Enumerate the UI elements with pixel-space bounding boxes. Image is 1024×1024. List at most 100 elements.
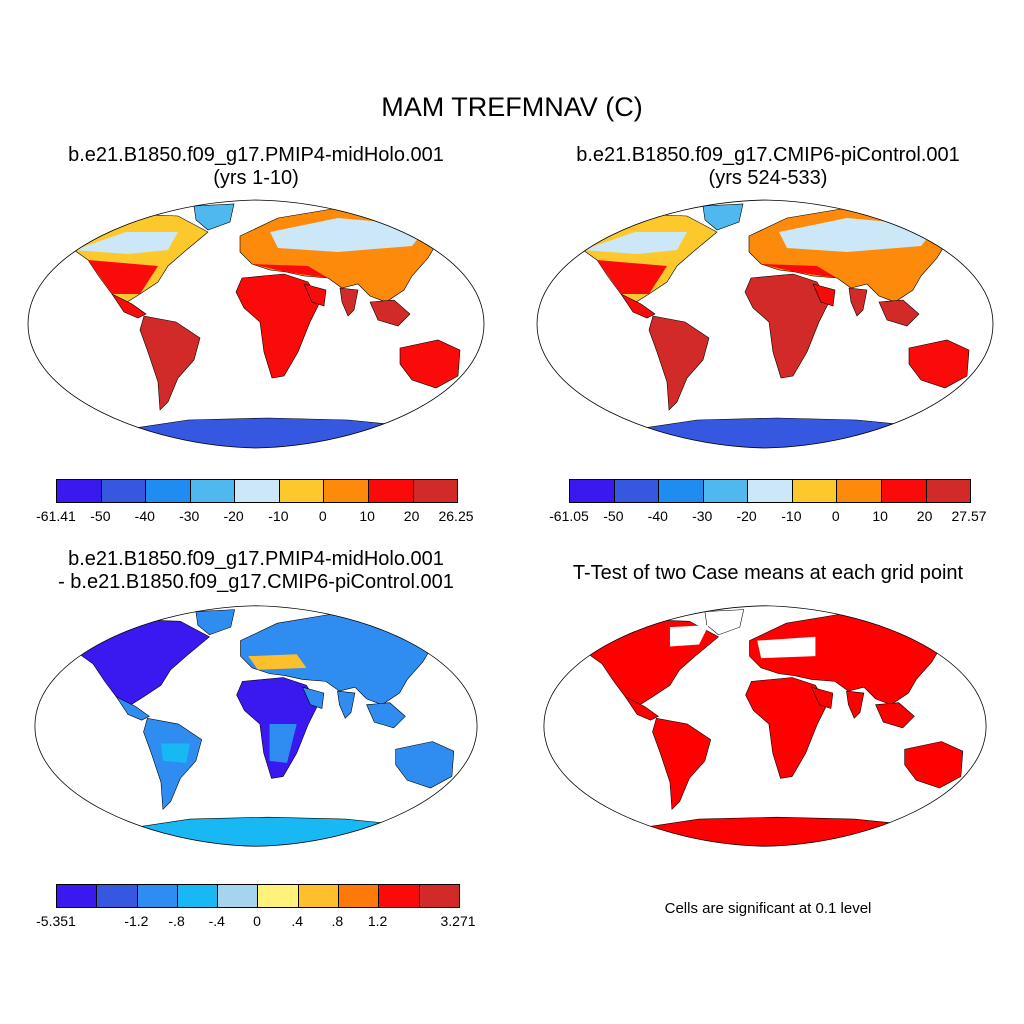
colorbar-swatch bbox=[926, 480, 971, 502]
land-greenland bbox=[702, 203, 744, 231]
colorbar-swatch bbox=[614, 480, 660, 502]
panel-title-line2: - b.e21.B1850.f09_g17.CMIP6-piControl.00… bbox=[58, 571, 454, 593]
figure-title: MAM TREFMNAV (C) bbox=[381, 92, 643, 122]
colorbar-tick-label: -30 bbox=[692, 508, 713, 524]
colorbar-tick-label: .8 bbox=[331, 913, 344, 929]
colorbar-tick-label: -50 bbox=[90, 508, 111, 524]
colorbar-swatch bbox=[339, 885, 380, 907]
colorbar-swatch bbox=[324, 480, 369, 502]
colorbar-swatch bbox=[703, 480, 749, 502]
colorbar-tick-label: -1.2 bbox=[124, 913, 149, 929]
colorbar-swatch bbox=[190, 480, 236, 502]
panel-title-difference: b.e21.B1850.f09_g17.PMIP4-midHolo.001 - … bbox=[0, 548, 512, 594]
colorbar-midholo bbox=[56, 479, 458, 503]
land-arabia bbox=[812, 283, 836, 307]
colorbar-tick-label: -5.351 bbox=[36, 913, 76, 929]
colorbar-tick-label: -40 bbox=[134, 508, 155, 524]
panel-title-midholo: b.e21.B1850.f09_g17.PMIP4-midHolo.001 (y… bbox=[0, 144, 512, 190]
map-boundary bbox=[27, 199, 485, 449]
land-australia bbox=[399, 339, 461, 389]
land-seasia bbox=[878, 299, 920, 327]
colorbar-swatch bbox=[881, 480, 927, 502]
field-patch bbox=[269, 724, 297, 763]
field-patch bbox=[761, 264, 837, 278]
colorbar-tick-label: 0 bbox=[831, 508, 840, 524]
colorbar-tick-label: 20 bbox=[916, 508, 933, 524]
colorbar-picontrol bbox=[569, 479, 971, 503]
land-greenland bbox=[193, 203, 235, 231]
panel-title-line1: b.e21.B1850.f09_g17.CMIP6-piControl.001 bbox=[576, 144, 960, 166]
colorbar-swatch bbox=[570, 480, 615, 502]
field-patch bbox=[252, 264, 328, 278]
land-africa bbox=[235, 273, 321, 379]
colorbar-tick-label: 0 bbox=[318, 508, 327, 524]
colorbar-tick-label: -50 bbox=[603, 508, 624, 524]
land-india bbox=[337, 690, 356, 719]
land-camerica bbox=[115, 696, 150, 721]
field-patch bbox=[248, 654, 307, 670]
colorbar-swatch bbox=[258, 885, 299, 907]
colorbar-swatch bbox=[379, 885, 420, 907]
panel-title-ttest: T-Test of two Case means at each grid po… bbox=[512, 562, 1024, 585]
land-greenland bbox=[704, 609, 745, 636]
colorbar-swatch bbox=[792, 480, 838, 502]
field-patch bbox=[74, 232, 178, 254]
colorbar-swatch bbox=[57, 480, 102, 502]
land-australia bbox=[904, 741, 964, 789]
colorbar-tick-label: -20 bbox=[736, 508, 757, 524]
land-samerica bbox=[143, 717, 203, 811]
colorbar-tick-label: 0 bbox=[253, 913, 261, 929]
colorbar-tick-label: 26.25 bbox=[438, 508, 474, 524]
colorbar-tick-label: 10 bbox=[359, 508, 375, 524]
panel-title-line1: T-Test of two Case means at each grid po… bbox=[572, 562, 964, 584]
field-patch bbox=[270, 218, 428, 252]
colorbar-tick-label: -10 bbox=[781, 508, 802, 524]
colorbar-tick-label: 1.2 bbox=[367, 913, 388, 929]
land-namerica bbox=[71, 619, 210, 707]
colorbar-swatch bbox=[419, 885, 459, 907]
significance-note: Cells are significant at 0.1 level bbox=[664, 900, 872, 917]
colorbar-swatch bbox=[659, 480, 704, 502]
colorbar-tick-label: -40 bbox=[647, 508, 668, 524]
panel-title-line1: b.e21.B1850.f09_g17.PMIP4-midHolo.001 bbox=[68, 548, 444, 570]
field-patch bbox=[779, 218, 937, 252]
panel-title-picontrol: b.e21.B1850.f09_g17.CMIP6-piControl.001 … bbox=[512, 144, 1024, 190]
colorbar-tick-label: -61.41 bbox=[36, 508, 76, 524]
panel-title-line2: (yrs 524-533) bbox=[708, 167, 828, 189]
colorbar-tick-label: 27.57 bbox=[951, 508, 987, 524]
land-camerica bbox=[624, 696, 659, 721]
colorbar-tick-label: 3.271 bbox=[440, 913, 476, 929]
land-india bbox=[339, 287, 359, 317]
land-seasia bbox=[875, 702, 915, 729]
land-africa bbox=[744, 273, 830, 379]
map-picontrol bbox=[536, 199, 994, 449]
colorbar-swatch bbox=[298, 885, 340, 907]
colorbar-difference bbox=[56, 884, 460, 908]
colorbar-swatch bbox=[97, 885, 138, 907]
colorbar-swatch bbox=[146, 480, 191, 502]
colorbar-swatch bbox=[137, 885, 178, 907]
colorbar-swatch bbox=[101, 480, 147, 502]
land-arabia bbox=[811, 686, 834, 709]
colorbar-swatch bbox=[837, 480, 882, 502]
land-samerica bbox=[648, 315, 710, 411]
land-samerica bbox=[139, 315, 201, 411]
land-india bbox=[846, 690, 865, 719]
land-camerica bbox=[620, 293, 656, 319]
colorbar-tick-label: .4 bbox=[291, 913, 304, 929]
map-boundary bbox=[543, 605, 987, 847]
colorbar-swatch bbox=[177, 885, 219, 907]
land-seasia bbox=[369, 299, 411, 327]
field-patch bbox=[583, 232, 687, 254]
colorbar-swatch bbox=[235, 480, 280, 502]
map-boundary bbox=[34, 605, 478, 847]
field-patch bbox=[160, 743, 191, 763]
land-seasia bbox=[366, 702, 406, 729]
field-patch bbox=[757, 636, 816, 659]
land-greenland bbox=[195, 609, 236, 636]
land-arabia bbox=[302, 686, 325, 709]
colorbar-tick-label: -.4 bbox=[208, 913, 225, 929]
land-arabia bbox=[303, 283, 327, 307]
colorbar-tick-label: 10 bbox=[872, 508, 888, 524]
colorbar-tick-label: -10 bbox=[268, 508, 289, 524]
